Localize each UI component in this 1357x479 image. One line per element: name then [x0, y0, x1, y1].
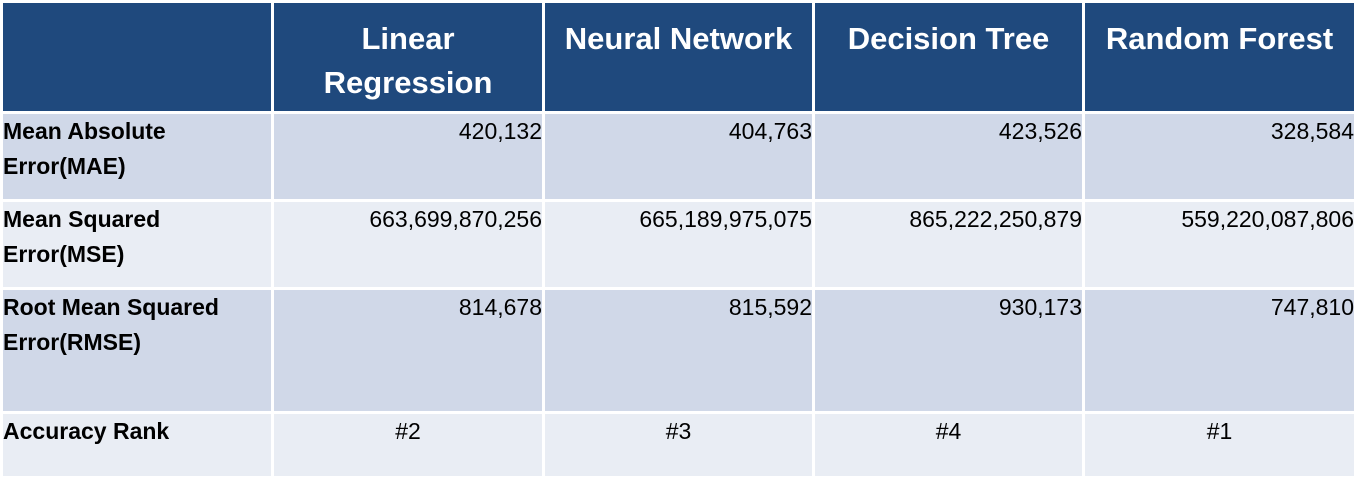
row-label-mse: Mean Squared Error(MSE): [0, 199, 274, 290]
cell-rank-random-forest: #1: [1082, 411, 1357, 479]
table-row-mae: Mean Absolute Error(MAE) 420,132 404,763…: [0, 111, 1357, 202]
table-row-rmse: Root Mean Squared Error(RMSE) 814,678 81…: [0, 287, 1357, 414]
cell-rank-decision-tree: #4: [812, 411, 1085, 479]
header-cell-decision-tree: Decision Tree: [812, 0, 1085, 114]
cell-mae-linear-regression: 420,132: [271, 111, 545, 202]
cell-rmse-decision-tree: 930,173: [812, 287, 1085, 414]
row-label-accuracy-rank: Accuracy Rank: [0, 411, 274, 479]
row-label-mae: Mean Absolute Error(MAE): [0, 111, 274, 202]
cell-mae-decision-tree: 423,526: [812, 111, 1085, 202]
header-cell-random-forest: Random Forest: [1082, 0, 1357, 114]
header-cell-linear-regression: Linear Regression: [271, 0, 545, 114]
header-cell-corner: [0, 0, 274, 114]
cell-rank-neural-network: #3: [542, 411, 815, 479]
cell-mse-neural-network: 665,189,975,075: [542, 199, 815, 290]
table-row-accuracy-rank: Accuracy Rank #2 #3 #4 #1: [0, 411, 1357, 479]
cell-mae-neural-network: 404,763: [542, 111, 815, 202]
cell-rmse-neural-network: 815,592: [542, 287, 815, 414]
cell-mse-decision-tree: 865,222,250,879: [812, 199, 1085, 290]
row-label-rmse: Root Mean Squared Error(RMSE): [0, 287, 274, 414]
cell-rank-linear-regression: #2: [271, 411, 545, 479]
cell-rmse-random-forest: 747,810: [1082, 287, 1357, 414]
cell-mae-random-forest: 328,584: [1082, 111, 1357, 202]
cell-mse-linear-regression: 663,699,870,256: [271, 199, 545, 290]
header-row: Linear Regression Neural Network Decisio…: [0, 0, 1357, 114]
cell-rmse-linear-regression: 814,678: [271, 287, 545, 414]
cell-mse-random-forest: 559,220,087,806: [1082, 199, 1357, 290]
header-cell-neural-network: Neural Network: [542, 0, 815, 114]
table-row-mse: Mean Squared Error(MSE) 663,699,870,256 …: [0, 199, 1357, 290]
